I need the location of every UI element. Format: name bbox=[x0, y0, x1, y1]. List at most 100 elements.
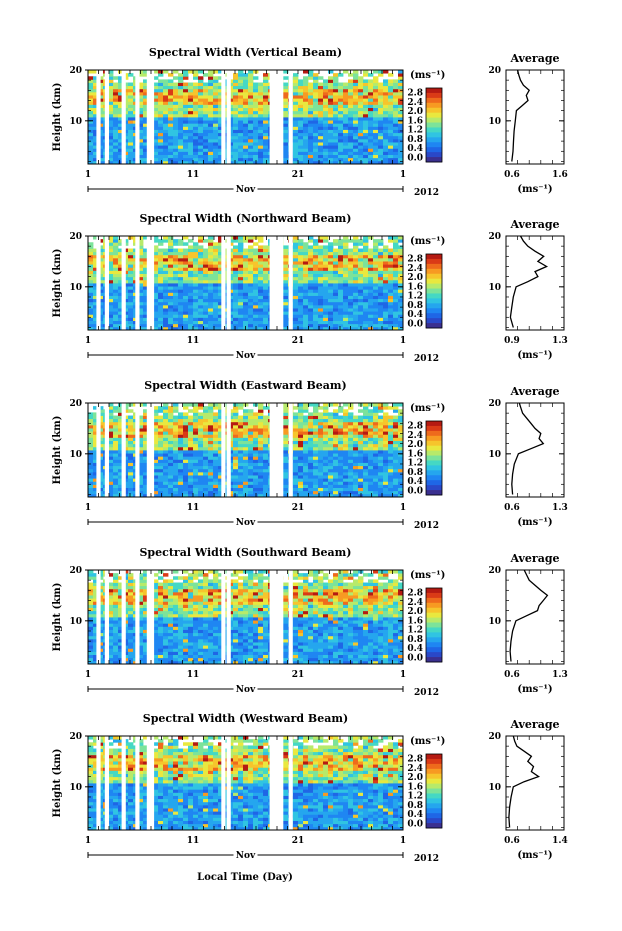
colorbar-tick-label: 0.0 bbox=[407, 153, 423, 163]
colorbar-frame bbox=[425, 420, 443, 496]
colorbar-tick-label: 0.0 bbox=[407, 319, 423, 329]
data-gap bbox=[269, 70, 274, 164]
heatmap bbox=[88, 736, 404, 831]
data-gap bbox=[135, 236, 140, 330]
colorbar-tick-label: 0.8 bbox=[407, 301, 423, 311]
colorbar bbox=[425, 753, 443, 829]
colorbar-tick-label: 2.8 bbox=[407, 755, 423, 765]
x-tick-label: 21 bbox=[292, 503, 305, 513]
colorbar-tick-label: 0.8 bbox=[407, 468, 423, 478]
data-gap bbox=[96, 70, 101, 164]
average-x-label: (ms⁻¹) bbox=[517, 684, 552, 695]
data-gap bbox=[221, 70, 226, 164]
average-x-label: (ms⁻¹) bbox=[517, 517, 552, 528]
data-gap bbox=[279, 236, 284, 330]
x-tick-label: 1 bbox=[85, 503, 91, 513]
colorbar-tick-label: 2.0 bbox=[407, 773, 423, 783]
month-label: Nov bbox=[236, 518, 256, 528]
data-gap bbox=[226, 736, 231, 830]
panel-title: Spectral Width (Vertical Beam) bbox=[149, 46, 342, 59]
data-gap bbox=[149, 570, 155, 664]
data-gap bbox=[288, 570, 293, 664]
x-tick-label: 11 bbox=[187, 670, 200, 680]
colorbar-tick-label: 1.6 bbox=[407, 282, 423, 292]
colorbar-tick-label: 2.8 bbox=[407, 589, 423, 599]
average-x-label: (ms⁻¹) bbox=[517, 850, 552, 861]
year-label: 2012 bbox=[414, 521, 439, 531]
data-gap bbox=[149, 70, 155, 164]
average-title: Average bbox=[509, 385, 559, 398]
avg-x-tick-label: 0.6 bbox=[504, 170, 520, 180]
y-axis-label: Height (km) bbox=[52, 416, 63, 485]
avg-y-tick-label: 10 bbox=[488, 450, 501, 460]
data-gap bbox=[96, 570, 101, 664]
y-axis-label: Height (km) bbox=[52, 749, 63, 818]
colorbar-unit: (ms⁻¹) bbox=[410, 570, 445, 581]
colorbar-tick-label: 0.0 bbox=[407, 819, 423, 829]
x-tick-label: 1 bbox=[400, 336, 406, 346]
x-tick-label: 11 bbox=[187, 336, 200, 346]
year-label: 2012 bbox=[414, 188, 439, 198]
avg-y-tick-label: 10 bbox=[488, 617, 501, 627]
x-axis-label: Local Time (Day) bbox=[197, 872, 293, 883]
avg-x-tick-label: 1.3 bbox=[552, 503, 568, 513]
colorbar-tick-label: 0.4 bbox=[407, 644, 423, 654]
colorbar-tick-label: 0.8 bbox=[407, 635, 423, 645]
data-gap bbox=[96, 403, 101, 497]
x-tick-label: 1 bbox=[400, 503, 406, 513]
panel-2: Spectral Width (Northward Beam) 20 10 Heigh… bbox=[52, 212, 568, 364]
data-gap bbox=[288, 403, 293, 497]
average-title: Average bbox=[509, 718, 559, 731]
y-tick-label: 20 bbox=[69, 232, 82, 242]
avg-y-tick-label: 20 bbox=[488, 399, 501, 409]
avg-y-tick-label: 10 bbox=[488, 283, 501, 293]
y-tick-label: 20 bbox=[69, 566, 82, 576]
year-label: 2012 bbox=[414, 854, 439, 864]
data-gap bbox=[121, 236, 126, 330]
average-frame bbox=[505, 235, 565, 331]
average-frame bbox=[505, 735, 565, 831]
average-profile-panel: Average 20 10 0.6 1.4(ms⁻¹) bbox=[488, 718, 567, 861]
data-gap bbox=[146, 236, 151, 330]
x-tick-label: 21 bbox=[292, 336, 305, 346]
colorbar-tick-label: 2.8 bbox=[407, 89, 423, 99]
colorbar-tick-label: 2.4 bbox=[407, 98, 423, 108]
colorbar-tick-label: 0.4 bbox=[407, 810, 423, 820]
x-tick-label: 1 bbox=[400, 170, 406, 180]
heatmap bbox=[88, 403, 404, 498]
colorbar-unit: (ms⁻¹) bbox=[410, 403, 445, 414]
data-gap bbox=[288, 70, 293, 164]
data-gap bbox=[96, 736, 101, 830]
month-label: Nov bbox=[236, 851, 256, 861]
avg-y-tick-label: 20 bbox=[488, 66, 501, 76]
data-gap bbox=[279, 736, 284, 830]
data-gap bbox=[104, 70, 109, 164]
data-gap bbox=[121, 403, 126, 497]
colorbar-tick-label: 2.0 bbox=[407, 440, 423, 450]
colorbar-unit: (ms⁻¹) bbox=[410, 236, 445, 247]
colorbar-tick-label: 0.4 bbox=[407, 144, 423, 154]
avg-x-tick-label: 0.9 bbox=[504, 336, 520, 346]
data-gap bbox=[288, 236, 293, 330]
data-gap bbox=[135, 736, 140, 830]
colorbar-tick-label: 2.0 bbox=[407, 273, 423, 283]
data-gap bbox=[221, 236, 226, 330]
y-tick-label: 10 bbox=[69, 783, 82, 793]
x-tick-label: 1 bbox=[400, 670, 406, 680]
y-tick-label: 20 bbox=[69, 66, 82, 76]
avg-x-tick-label: 1.4 bbox=[552, 836, 568, 846]
data-gap bbox=[269, 403, 274, 497]
data-gap bbox=[279, 570, 284, 664]
data-gap bbox=[279, 70, 284, 164]
average-title: Average bbox=[509, 218, 559, 231]
data-gap bbox=[121, 70, 126, 164]
data-gap bbox=[104, 403, 109, 497]
data-gap bbox=[104, 570, 109, 664]
data-gap bbox=[279, 403, 284, 497]
x-tick-label: 1 bbox=[400, 836, 406, 846]
average-profile-line bbox=[509, 235, 549, 328]
average-profile-panel: Average 20 10 0.9 1.3(ms⁻¹) bbox=[488, 218, 567, 361]
avg-x-tick-label: 0.6 bbox=[504, 670, 520, 680]
colorbar-tick-label: 2.4 bbox=[407, 264, 423, 274]
data-gap bbox=[135, 570, 140, 664]
